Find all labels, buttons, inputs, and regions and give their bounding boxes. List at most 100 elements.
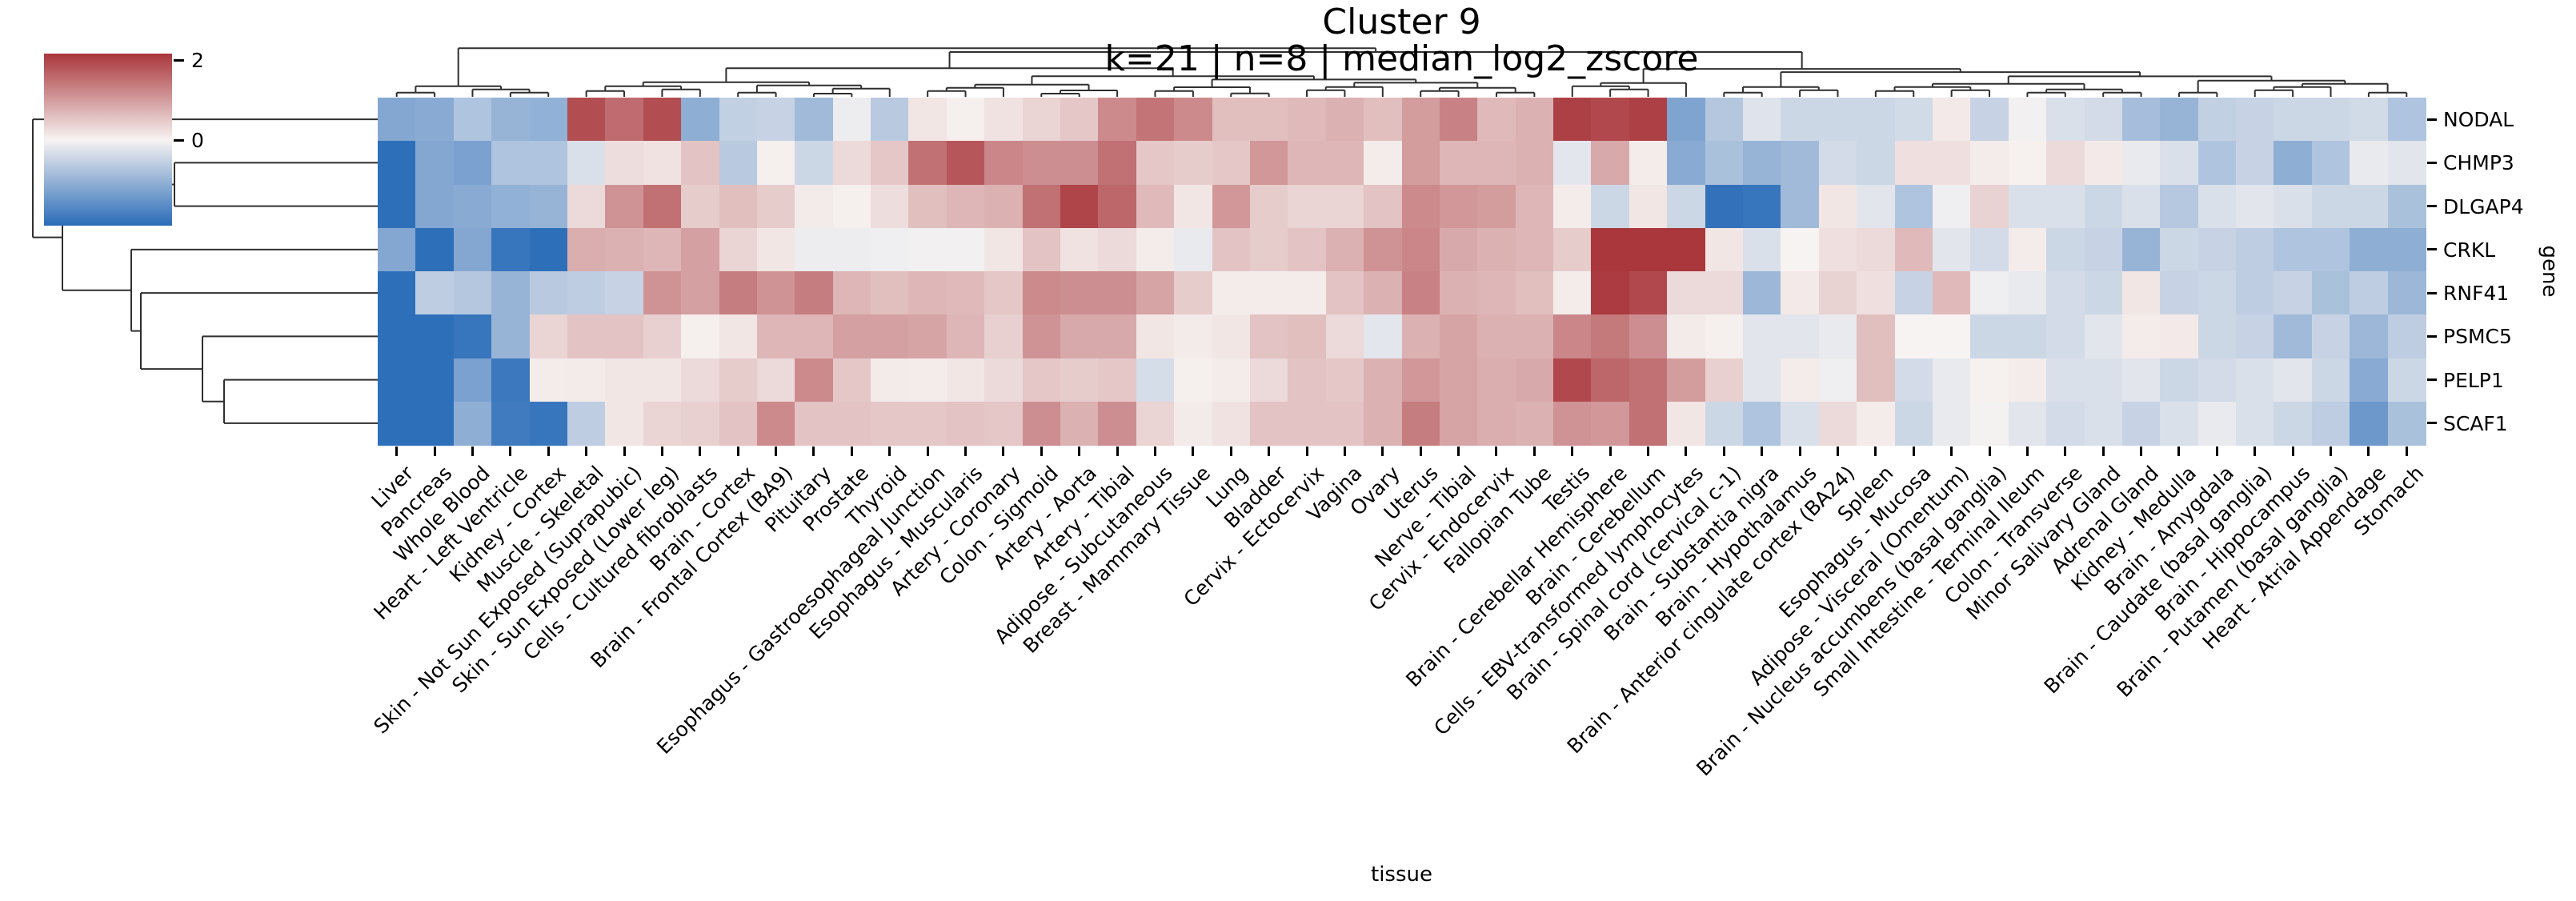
heatmap-cell (1325, 401, 1364, 446)
heatmap-cell (1401, 401, 1440, 446)
heatmap-cell (1060, 98, 1099, 142)
heatmap-cell (1249, 401, 1288, 446)
heatmap-cell (529, 314, 568, 359)
heatmap-cell (1515, 314, 1554, 359)
tissue-tick-mark (2064, 446, 2067, 456)
heatmap-cell (1212, 227, 1251, 272)
heatmap-cell (1591, 227, 1630, 272)
heatmap-cell (1857, 184, 1896, 229)
heatmap-cell (795, 98, 834, 142)
heatmap-cell (491, 227, 531, 272)
heatmap-cell (946, 184, 985, 229)
heatmap-cell (756, 98, 795, 142)
heatmap-cell (1894, 98, 1933, 142)
heatmap-cell (2121, 184, 2161, 229)
heatmap-cell (1174, 184, 1213, 229)
heatmap-cell (1098, 358, 1137, 402)
heatmap-cell (2197, 271, 2237, 315)
heatmap-cell (1591, 184, 1630, 229)
tissue-tick-mark (2253, 446, 2257, 456)
heatmap-cell (491, 271, 531, 315)
heatmap-cell (2387, 98, 2426, 142)
heatmap-cell (605, 314, 644, 359)
heatmap-cell (643, 227, 682, 272)
heatmap-cell (908, 358, 947, 402)
heatmap-cell (1060, 358, 1099, 402)
heatmap-cell (2350, 401, 2389, 446)
heatmap-cell (453, 184, 492, 229)
heatmap-cell (2084, 227, 2123, 272)
heatmap-cell (1439, 141, 1478, 186)
heatmap-cell (2274, 271, 2313, 315)
heatmap-cell (1743, 141, 1781, 186)
colorbar-tick-mark (174, 58, 184, 62)
heatmap-cell (871, 271, 910, 315)
heatmap-cell (378, 184, 416, 229)
heatmap-cell (2008, 98, 2047, 142)
gene-tick-mark (2427, 248, 2437, 251)
heatmap-cell (2311, 141, 2350, 186)
heatmap-cell (1743, 98, 1781, 142)
heatmap-cell (1705, 141, 1744, 186)
heatmap-cell (832, 314, 871, 359)
heatmap-cell (1439, 98, 1478, 142)
heatmap-cell (1743, 184, 1781, 229)
heatmap-cell (681, 314, 720, 359)
heatmap-cell (1477, 358, 1516, 402)
heatmap-cell (2160, 358, 2199, 402)
heatmap-cell (984, 314, 1024, 359)
heatmap-cell (1515, 401, 1554, 446)
tissue-tick-mark (2025, 446, 2029, 456)
heatmap-cell (415, 271, 455, 315)
heatmap-cell (984, 184, 1024, 229)
heatmap-cell (1629, 358, 1668, 402)
colorbar (44, 54, 172, 226)
heatmap-cell (2121, 314, 2161, 359)
heatmap-cell (1060, 314, 1099, 359)
heatmap-cell (2274, 227, 2313, 272)
heatmap-cell (378, 141, 416, 186)
heatmap-cell (908, 314, 947, 359)
heatmap-cell (1136, 141, 1175, 186)
heatmap-cell (1667, 227, 1706, 272)
heatmap-cell (1022, 314, 1061, 359)
heatmap-cell (643, 358, 682, 402)
heatmap-cell (453, 358, 492, 402)
heatmap-cell (1174, 98, 1213, 142)
heatmap-cell (1553, 314, 1592, 359)
heatmap-cell (2387, 227, 2426, 272)
heatmap-cell (1249, 358, 1288, 402)
heatmap-cell (1857, 401, 1896, 446)
heatmap-cell (1288, 358, 1327, 402)
heatmap-cell (795, 271, 834, 315)
heatmap-cell (2121, 271, 2161, 315)
heatmap-cell (832, 271, 871, 315)
heatmap-cell (529, 358, 568, 402)
heatmap-cell (871, 184, 910, 229)
heatmap-cell (1894, 271, 1933, 315)
gene-tick-label: SCAF1 (2443, 411, 2508, 435)
heatmap-cell (908, 184, 947, 229)
heatmap-cell (2084, 98, 2123, 142)
heatmap-cell (871, 358, 910, 402)
tissue-tick-mark (850, 446, 853, 456)
heatmap-cell (1477, 184, 1516, 229)
heatmap-cell (2197, 314, 2237, 359)
heatmap-cell (1781, 401, 1820, 446)
heatmap-cell (2350, 271, 2389, 315)
heatmap-cell (832, 358, 871, 402)
heatmap-cell (1932, 184, 1971, 229)
heatmap-cell (2387, 184, 2426, 229)
heatmap-cell (681, 358, 720, 402)
heatmap-cell (2274, 358, 2313, 402)
heatmap-cell (567, 227, 606, 272)
heatmap-cell (1932, 98, 1971, 142)
gene-tick-label: DLGAP4 (2443, 194, 2524, 218)
heatmap-cell (1932, 401, 1971, 446)
heatmap-cell (946, 227, 985, 272)
heatmap-cell (1932, 358, 1971, 402)
heatmap-cell (1477, 314, 1516, 359)
heatmap-cell (643, 141, 682, 186)
heatmap-cell (491, 314, 531, 359)
